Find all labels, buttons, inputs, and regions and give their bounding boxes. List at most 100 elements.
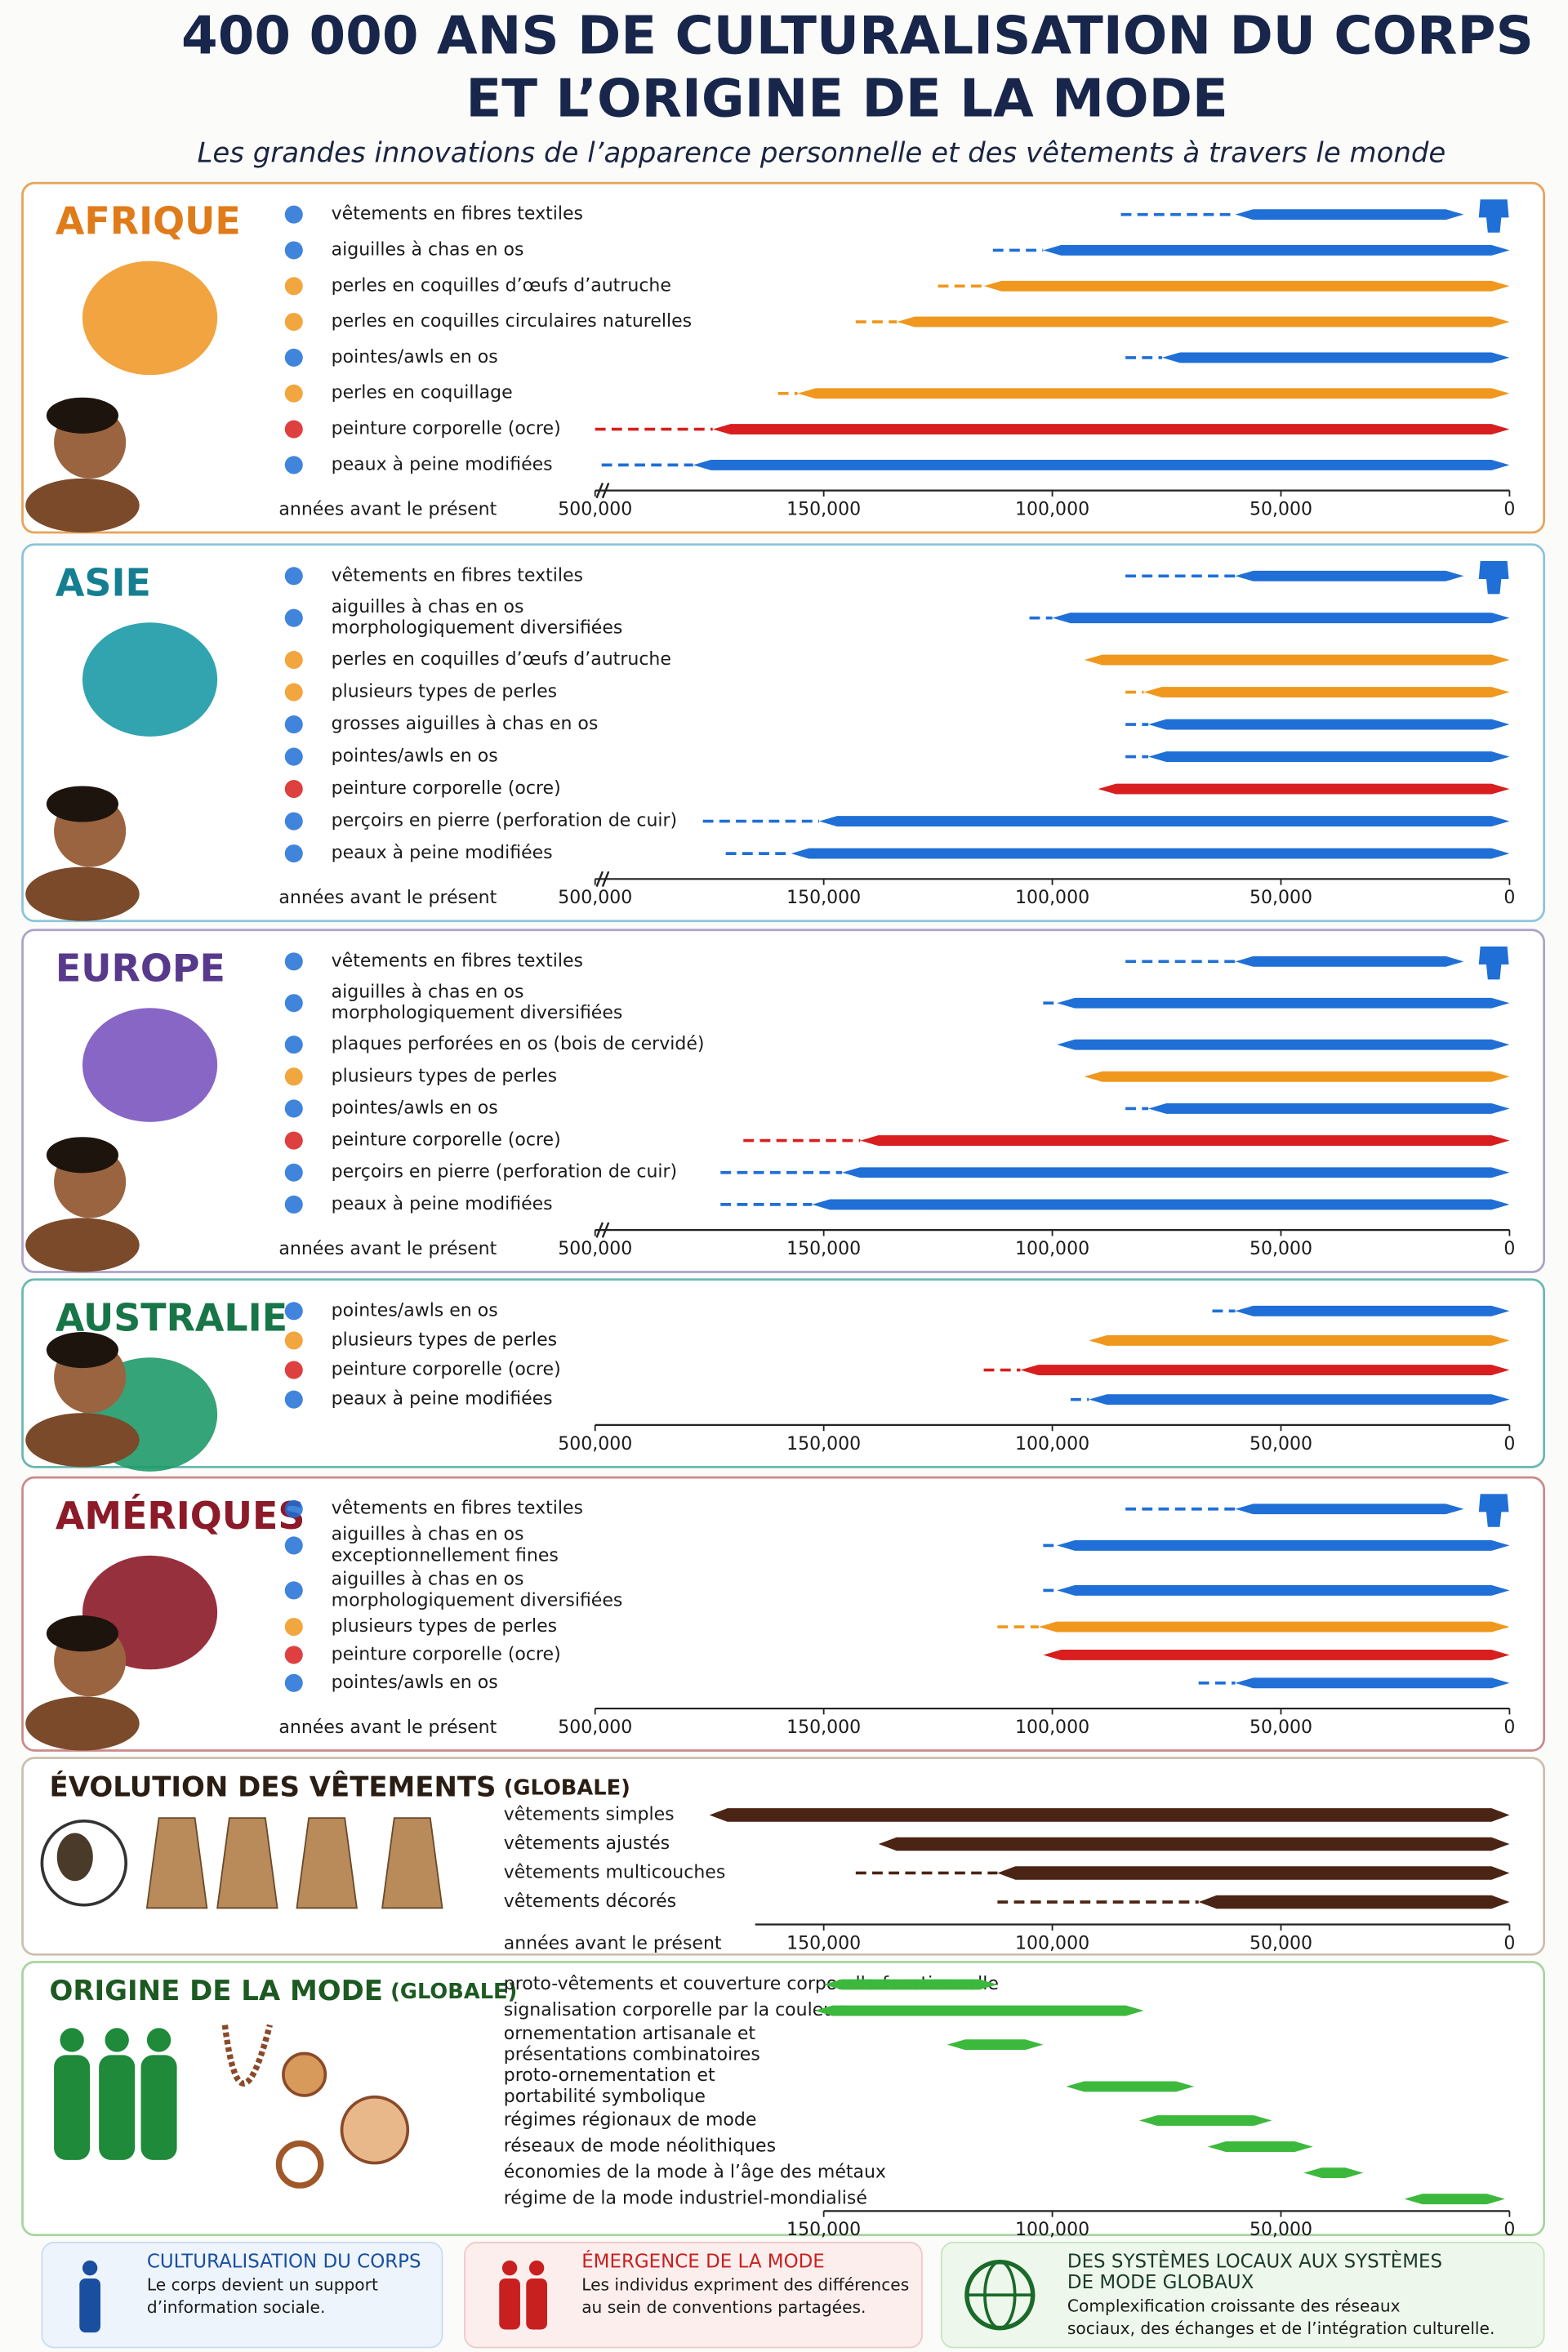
row-label-line: aiguilles à chas en os bbox=[332, 1570, 524, 1590]
person-icon bbox=[79, 2278, 100, 2333]
row-icon bbox=[284, 1331, 303, 1350]
bar bbox=[712, 424, 1510, 434]
x-tick-label: 0 bbox=[1503, 1434, 1515, 1454]
figure-body bbox=[54, 2055, 91, 2160]
footer-title: DE MODE GLOBAUX bbox=[1067, 2272, 1254, 2293]
row-icon bbox=[284, 683, 303, 702]
figure-body bbox=[99, 2055, 136, 2160]
bar bbox=[860, 1135, 1510, 1147]
panel bbox=[21, 929, 1546, 1273]
x-tick-label: 50,000 bbox=[1250, 499, 1312, 519]
footer-text: Le corps devient un support bbox=[147, 2275, 378, 2295]
x-tick-label: 150,000 bbox=[786, 1933, 861, 1953]
x-tick-label: 50,000 bbox=[1250, 1717, 1312, 1738]
bar bbox=[693, 459, 1510, 470]
bar bbox=[709, 1808, 1510, 1822]
portrait-hair bbox=[46, 397, 119, 434]
bar bbox=[812, 1199, 1510, 1210]
row-icon bbox=[284, 1302, 303, 1321]
axis-break bbox=[595, 482, 610, 499]
x-tick-label: 0 bbox=[1503, 1933, 1515, 1953]
row-label: perles en coquillage bbox=[332, 383, 513, 403]
row-label: pointes/awls en os bbox=[332, 347, 498, 368]
title-note: (GLOBALE) bbox=[390, 1980, 517, 2004]
row-icon bbox=[284, 1390, 303, 1409]
x-tick-label: 150,000 bbox=[786, 499, 861, 519]
x-tick-label: 150,000 bbox=[786, 1239, 861, 1259]
row-label: vêtements en fibres textiles bbox=[332, 565, 583, 586]
x-tick-label: 0 bbox=[1503, 1717, 1515, 1738]
row-icon bbox=[284, 567, 303, 586]
bar bbox=[1089, 1394, 1510, 1405]
bar bbox=[1057, 1540, 1510, 1551]
title-text: ÉVOLUTION DES VÊTEMENTS bbox=[50, 1770, 497, 1803]
bar bbox=[1235, 209, 1464, 220]
chart-title: ÉVOLUTION DES VÊTEMENTS (GLOBALE) bbox=[50, 1770, 630, 1803]
row-label: régime de la mode industriel-mondialisé bbox=[504, 2189, 867, 2209]
footer-box bbox=[940, 2242, 1545, 2349]
portrait-body bbox=[25, 866, 140, 921]
bar bbox=[823, 1979, 998, 1990]
bar bbox=[1148, 751, 1510, 762]
bar bbox=[1235, 1305, 1510, 1316]
row-label: perçoirs en pierre (perforation de cuir) bbox=[332, 1162, 678, 1183]
x-tick-label: 500,000 bbox=[558, 888, 632, 908]
row-label: peaux à peine modifiées bbox=[332, 454, 553, 474]
chart-title: ORIGINE DE LA MODE (GLOBALE) bbox=[50, 1975, 518, 2007]
portrait-hair bbox=[46, 1137, 119, 1174]
portrait-body bbox=[25, 1413, 140, 1468]
x-tick-label: 100,000 bbox=[1015, 2220, 1089, 2240]
bar bbox=[1084, 1071, 1510, 1082]
portrait-hair bbox=[46, 786, 119, 822]
bar bbox=[1235, 570, 1464, 581]
garment-icon bbox=[296, 1817, 358, 1909]
row-label: vêtements ajustés bbox=[504, 1833, 670, 1854]
portrait-hair bbox=[46, 1332, 119, 1369]
bar bbox=[947, 2039, 1044, 2051]
row-label-line: exceptionnellement fines bbox=[332, 1545, 559, 1566]
bar bbox=[842, 1167, 1510, 1178]
row-label: peinture corporelle (ocre) bbox=[332, 1360, 561, 1380]
row-label: signalisation corporelle par la couleur bbox=[504, 2000, 843, 2020]
row-label: aiguilles à chas en os morphologiquement … bbox=[332, 982, 623, 1023]
footer-text: au sein de conventions partagées. bbox=[581, 2297, 866, 2317]
x-tick-label: 150,000 bbox=[786, 1434, 861, 1454]
x-tick-label: 0 bbox=[1503, 2220, 1515, 2240]
footer-box bbox=[464, 2242, 923, 2349]
row-label: vêtements simples bbox=[504, 1804, 675, 1824]
garment-icon bbox=[381, 1817, 443, 1909]
bar bbox=[1143, 687, 1510, 697]
row-icon bbox=[284, 277, 303, 296]
panel bbox=[21, 543, 1546, 923]
x-tick-label: 100,000 bbox=[1015, 1717, 1089, 1738]
row-label: réseaux de mode néolithiques bbox=[504, 2136, 776, 2157]
row-label: vêtements en fibres textiles bbox=[332, 1499, 583, 1519]
row-label: aiguilles à chas en os exceptionnellement… bbox=[332, 1525, 559, 1566]
continent-map bbox=[82, 622, 218, 737]
row-icon bbox=[284, 1673, 303, 1692]
garment-icon bbox=[1478, 199, 1509, 233]
row-icon bbox=[284, 952, 303, 971]
figure-head bbox=[105, 2028, 129, 2052]
row-icon bbox=[284, 812, 303, 831]
x-tick-label: 50,000 bbox=[1250, 1434, 1312, 1454]
panel bbox=[21, 181, 1546, 534]
row-label: plaques perforées en os (bois de cervidé… bbox=[332, 1034, 705, 1054]
row-label: peinture corporelle (ocre) bbox=[332, 419, 561, 439]
axis-label: années avant le présent bbox=[278, 499, 497, 519]
footer-title: ÉMERGENCE DE LA MODE bbox=[581, 2249, 825, 2272]
portrait-body bbox=[25, 1696, 140, 1751]
figure-head bbox=[60, 2028, 84, 2052]
title-line: 400 000 ANS DE CULTURALISATION DU CORPS bbox=[181, 5, 1534, 66]
portrait-body bbox=[25, 478, 140, 533]
necklace-icon bbox=[221, 2024, 273, 2087]
garment-icon bbox=[1478, 1494, 1509, 1527]
title-text: ASIE bbox=[56, 560, 151, 604]
row-icon bbox=[284, 456, 303, 474]
garment-icon bbox=[1478, 560, 1509, 595]
bar bbox=[1057, 1584, 1510, 1596]
row-icon bbox=[284, 1036, 303, 1054]
row-label: perles en coquilles d’œufs d’autruche bbox=[332, 275, 671, 296]
x-tick-label: 100,000 bbox=[1015, 1933, 1089, 1953]
